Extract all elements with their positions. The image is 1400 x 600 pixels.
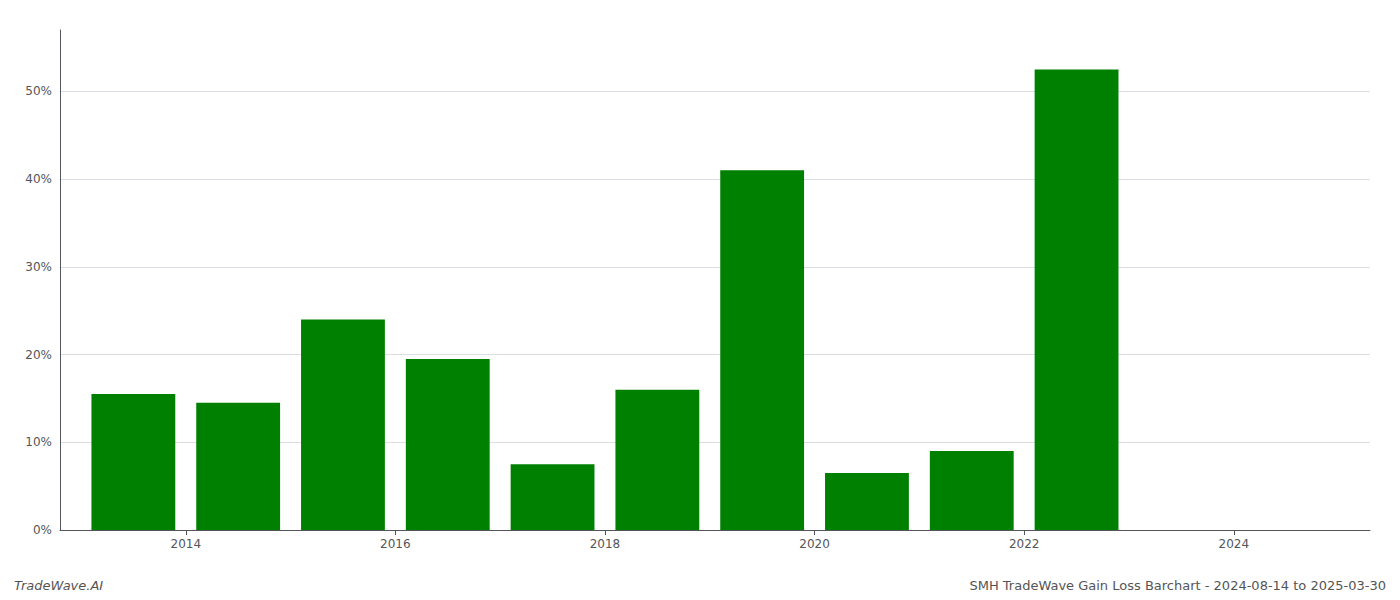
svg-text:10%: 10% xyxy=(25,435,52,449)
svg-text:2016: 2016 xyxy=(380,537,411,551)
svg-text:TradeWave.AI: TradeWave.AI xyxy=(14,578,103,593)
svg-text:0%: 0% xyxy=(33,523,52,537)
svg-text:30%: 30% xyxy=(25,260,52,274)
svg-text:2024: 2024 xyxy=(1218,537,1249,551)
svg-text:2014: 2014 xyxy=(170,537,201,551)
svg-text:50%: 50% xyxy=(25,84,52,98)
svg-text:SMH TradeWave Gain Loss Barcha: SMH TradeWave Gain Loss Barchart - 2024-… xyxy=(969,578,1386,593)
svg-text:2018: 2018 xyxy=(590,537,621,551)
svg-text:40%: 40% xyxy=(25,172,52,186)
svg-text:20%: 20% xyxy=(25,348,52,362)
svg-text:2020: 2020 xyxy=(799,537,830,551)
svg-text:2022: 2022 xyxy=(1009,537,1040,551)
